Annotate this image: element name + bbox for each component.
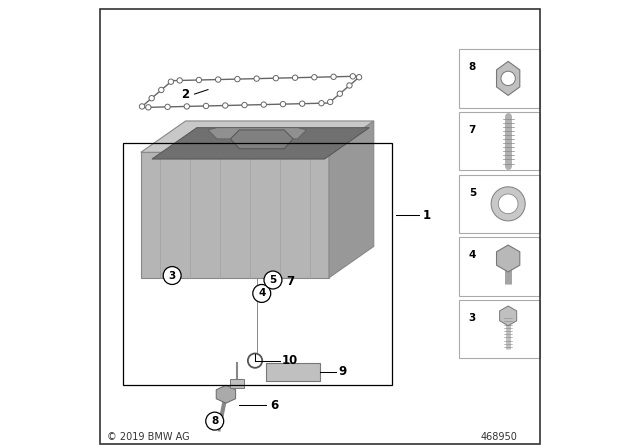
Circle shape xyxy=(216,77,221,82)
Polygon shape xyxy=(141,152,329,278)
Text: 4: 4 xyxy=(258,289,266,298)
Text: 3: 3 xyxy=(168,271,176,280)
Polygon shape xyxy=(459,112,540,170)
Text: 2: 2 xyxy=(182,87,189,101)
Circle shape xyxy=(312,74,317,80)
Circle shape xyxy=(204,103,209,109)
Circle shape xyxy=(196,78,202,83)
Text: 5: 5 xyxy=(269,275,276,285)
Circle shape xyxy=(499,194,518,214)
Circle shape xyxy=(292,75,298,80)
Polygon shape xyxy=(230,130,293,149)
Text: 7: 7 xyxy=(287,275,294,288)
Circle shape xyxy=(300,101,305,106)
Circle shape xyxy=(356,74,362,80)
Circle shape xyxy=(264,271,282,289)
Polygon shape xyxy=(216,385,236,403)
Text: 4: 4 xyxy=(468,250,476,260)
Text: 8: 8 xyxy=(211,416,218,426)
Circle shape xyxy=(254,76,259,82)
Circle shape xyxy=(168,79,173,84)
Text: 8: 8 xyxy=(468,62,476,72)
Polygon shape xyxy=(497,245,520,272)
Circle shape xyxy=(261,102,266,107)
Polygon shape xyxy=(141,121,374,152)
Text: © 2019 BMW AG: © 2019 BMW AG xyxy=(108,432,190,442)
Polygon shape xyxy=(152,128,369,159)
Polygon shape xyxy=(230,379,244,388)
Polygon shape xyxy=(459,175,540,233)
Circle shape xyxy=(350,73,355,79)
Circle shape xyxy=(501,71,515,86)
Circle shape xyxy=(337,91,342,96)
Text: 6: 6 xyxy=(271,399,279,412)
Text: 5: 5 xyxy=(468,188,476,198)
Polygon shape xyxy=(500,306,516,326)
Text: 1: 1 xyxy=(423,208,431,222)
Circle shape xyxy=(319,100,324,106)
Polygon shape xyxy=(497,61,520,95)
Polygon shape xyxy=(329,121,374,278)
Text: 7: 7 xyxy=(468,125,476,135)
Circle shape xyxy=(159,87,164,93)
Text: 9: 9 xyxy=(338,365,346,379)
Polygon shape xyxy=(459,237,540,296)
Circle shape xyxy=(149,95,154,101)
Circle shape xyxy=(280,101,285,107)
Circle shape xyxy=(331,74,336,79)
Circle shape xyxy=(273,75,278,81)
Circle shape xyxy=(235,77,240,82)
Circle shape xyxy=(491,187,525,221)
Polygon shape xyxy=(459,49,540,108)
Circle shape xyxy=(163,267,181,284)
Circle shape xyxy=(253,284,271,302)
Polygon shape xyxy=(208,128,307,139)
Circle shape xyxy=(165,104,170,110)
Text: 3: 3 xyxy=(468,313,476,323)
Circle shape xyxy=(328,99,333,105)
Circle shape xyxy=(184,104,189,109)
Circle shape xyxy=(223,103,228,108)
Polygon shape xyxy=(266,363,320,381)
Circle shape xyxy=(177,78,182,83)
Polygon shape xyxy=(459,300,540,358)
Circle shape xyxy=(140,104,145,109)
Text: 468950: 468950 xyxy=(481,432,518,442)
Circle shape xyxy=(206,412,224,430)
Circle shape xyxy=(347,83,352,88)
Text: 10: 10 xyxy=(282,354,298,367)
Circle shape xyxy=(242,102,247,108)
Circle shape xyxy=(146,105,151,110)
